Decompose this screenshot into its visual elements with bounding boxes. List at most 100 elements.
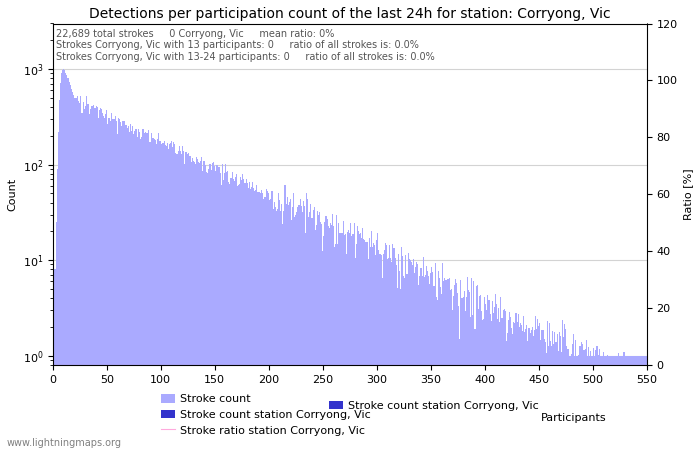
Bar: [444, 278, 445, 450]
Bar: [262, 199, 264, 450]
Bar: [81, 113, 83, 450]
Bar: [471, 278, 472, 450]
Bar: [547, 321, 548, 450]
Bar: [92, 106, 93, 450]
Bar: [346, 254, 347, 450]
Bar: [114, 119, 115, 450]
Bar: [121, 126, 122, 450]
Bar: [340, 234, 341, 450]
Bar: [139, 132, 140, 450]
Bar: [98, 118, 99, 450]
Bar: [202, 171, 204, 450]
Bar: [499, 322, 500, 450]
Bar: [315, 230, 316, 450]
Bar: [237, 186, 238, 450]
Bar: [355, 258, 356, 450]
Bar: [310, 204, 312, 450]
Bar: [204, 166, 206, 450]
Bar: [555, 342, 556, 450]
Bar: [642, 356, 643, 450]
Bar: [440, 287, 441, 450]
Bar: [553, 344, 554, 450]
Bar: [292, 207, 293, 450]
Bar: [631, 356, 632, 450]
Bar: [501, 318, 503, 450]
Bar: [150, 133, 152, 450]
Bar: [607, 355, 608, 450]
Bar: [88, 104, 89, 450]
Bar: [563, 337, 564, 450]
Bar: [226, 172, 228, 450]
Bar: [522, 331, 523, 450]
Bar: [382, 278, 383, 450]
Bar: [562, 320, 563, 450]
Text: www.lightningmaps.org: www.lightningmaps.org: [7, 438, 122, 448]
Bar: [580, 346, 581, 450]
Bar: [230, 178, 232, 450]
Stroke ratio station Corryong, Vic: [277, 362, 286, 368]
Bar: [572, 344, 573, 450]
Bar: [489, 314, 491, 450]
Bar: [53, 327, 55, 450]
Bar: [453, 296, 454, 450]
Bar: [67, 78, 69, 450]
Bar: [200, 161, 202, 450]
Bar: [364, 240, 365, 450]
Bar: [398, 254, 399, 450]
Bar: [164, 144, 166, 450]
Bar: [445, 280, 447, 450]
Bar: [529, 333, 531, 450]
Bar: [290, 199, 291, 450]
Bar: [144, 133, 145, 450]
Bar: [535, 316, 536, 450]
Bar: [487, 295, 489, 450]
Bar: [61, 73, 62, 450]
Bar: [610, 356, 612, 450]
Bar: [253, 188, 254, 450]
Bar: [94, 108, 95, 450]
Stroke ratio station Corryong, Vic: [50, 362, 58, 368]
Bar: [317, 211, 318, 450]
Bar: [195, 164, 196, 450]
Bar: [319, 212, 320, 450]
Bar: [438, 270, 439, 450]
Bar: [99, 110, 100, 450]
Bar: [469, 292, 470, 450]
Bar: [330, 223, 331, 450]
Bar: [95, 107, 97, 450]
Bar: [223, 180, 224, 450]
Bar: [138, 129, 139, 450]
Bar: [272, 209, 274, 450]
Bar: [626, 356, 627, 450]
Bar: [371, 230, 372, 450]
Bar: [158, 134, 159, 450]
Bar: [541, 330, 542, 450]
Bar: [320, 222, 321, 450]
Bar: [167, 143, 168, 450]
Bar: [270, 199, 272, 450]
Bar: [220, 185, 222, 450]
Bar: [556, 334, 558, 450]
Bar: [312, 210, 314, 450]
Bar: [240, 176, 241, 450]
Bar: [537, 319, 538, 450]
Bar: [212, 163, 214, 450]
Bar: [401, 248, 402, 450]
Bar: [506, 342, 507, 450]
Bar: [452, 310, 453, 450]
Bar: [628, 356, 629, 450]
Bar: [551, 346, 552, 450]
Bar: [225, 164, 226, 450]
Bar: [645, 356, 646, 450]
Bar: [304, 206, 305, 450]
Bar: [493, 313, 494, 450]
Stroke ratio station Corryong, Vic: [460, 362, 468, 368]
Bar: [454, 285, 455, 450]
Bar: [481, 310, 482, 450]
Bar: [266, 189, 267, 450]
Bar: [338, 223, 339, 450]
Bar: [323, 236, 324, 450]
Bar: [412, 265, 413, 450]
Bar: [439, 278, 440, 450]
Bar: [222, 164, 223, 450]
